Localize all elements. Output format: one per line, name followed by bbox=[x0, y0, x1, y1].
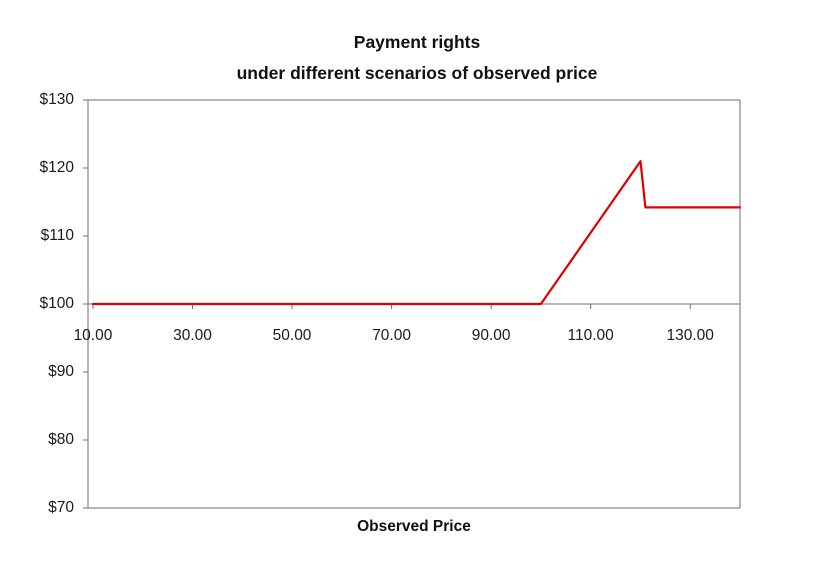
x-tick-label: 90.00 bbox=[471, 327, 511, 344]
y-tick-marks bbox=[83, 99, 88, 509]
y-tick-label: $90 bbox=[48, 363, 74, 380]
x-tick-label: 10.00 bbox=[73, 327, 113, 344]
x-tick-label: 50.00 bbox=[272, 327, 312, 344]
x-axis-title: Observed Price bbox=[357, 518, 471, 535]
chart-title: Payment rights under different scenarios… bbox=[0, 27, 834, 89]
y-tick-label: $80 bbox=[48, 431, 74, 448]
payment-line bbox=[91, 160, 742, 306]
x-tick-label: 130.00 bbox=[666, 327, 714, 344]
x-tick-label: 70.00 bbox=[372, 327, 411, 344]
x-tick-label: 30.00 bbox=[173, 327, 212, 344]
y-tick-label: $70 bbox=[48, 499, 74, 516]
y-tick-label: $120 bbox=[39, 159, 74, 176]
chart-title-line2: under different scenarios of observed pr… bbox=[236, 63, 598, 83]
x-tick-label: 110.00 bbox=[567, 327, 614, 344]
chart-title-line1: Payment rights bbox=[353, 32, 481, 52]
y-tick-label: $110 bbox=[40, 227, 74, 244]
y-tick-label: $100 bbox=[39, 295, 74, 312]
y-tick-label: $130 bbox=[39, 91, 74, 108]
